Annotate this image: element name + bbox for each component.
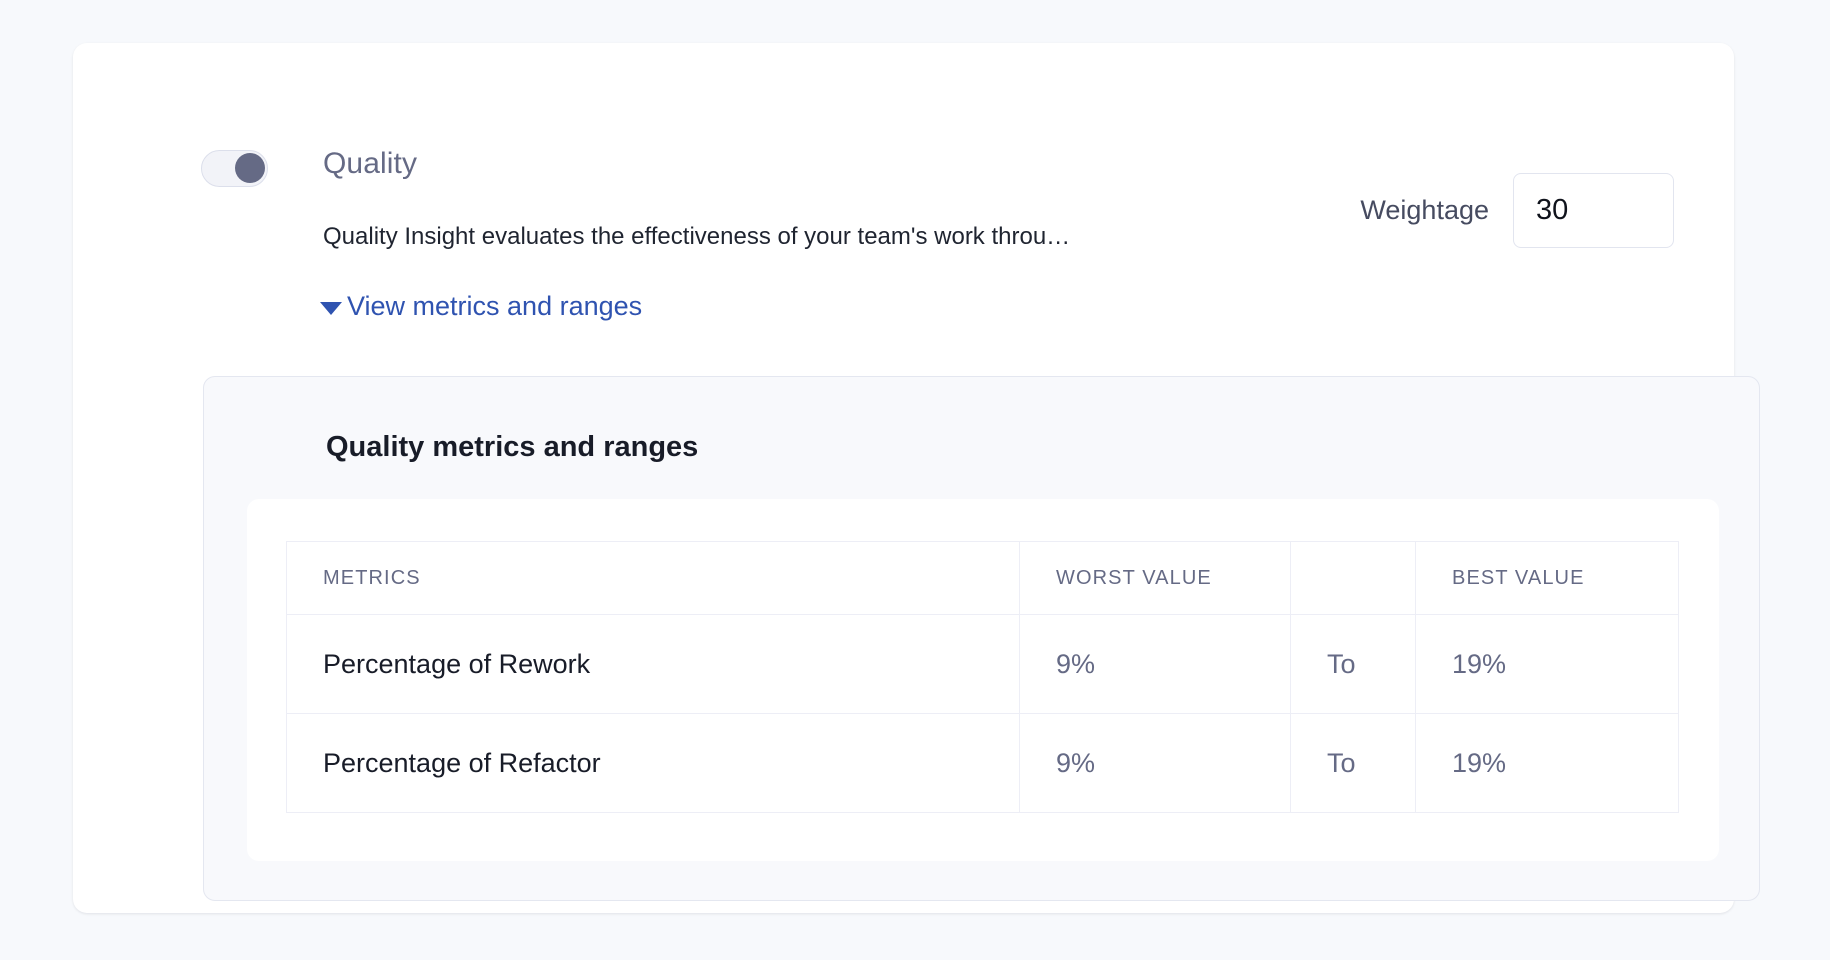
- view-metrics-link-label: View metrics and ranges: [347, 291, 643, 321]
- cell-worst-value: 9%: [1019, 614, 1291, 714]
- insight-title: Quality: [323, 147, 418, 180]
- view-metrics-and-ranges-link[interactable]: View metrics and ranges: [320, 291, 642, 322]
- cell-range-separator: To: [1290, 614, 1416, 714]
- cell-worst-value: 9%: [1019, 713, 1291, 813]
- metrics-and-ranges-panel: Quality metrics and ranges METRICS WORST…: [203, 376, 1760, 901]
- column-header-best-value: BEST VALUE: [1415, 541, 1679, 615]
- metrics-table: METRICS WORST VALUE BEST VALUE Percentag…: [286, 541, 1679, 813]
- weightage-input[interactable]: [1513, 173, 1674, 248]
- cell-metric-name: Percentage of Rework: [286, 614, 1020, 714]
- column-header-spacer: [1290, 541, 1416, 615]
- insight-description: Quality Insight evaluates the effectiven…: [323, 223, 1071, 250]
- column-header-worst-value: WORST VALUE: [1019, 541, 1291, 615]
- chevron-down-icon: [320, 301, 342, 315]
- cell-best-value: 19%: [1415, 614, 1679, 714]
- weightage-group: Weightage: [1360, 173, 1674, 248]
- table-row: Percentage of Rework 9% To 19%: [286, 614, 1679, 714]
- weightage-label: Weightage: [1360, 195, 1489, 225]
- quality-insight-card: Quality Quality Insight evaluates the ef…: [73, 43, 1760, 913]
- cell-metric-name: Percentage of Refactor: [286, 713, 1020, 813]
- cell-best-value: 19%: [1415, 713, 1679, 813]
- table-header-row: METRICS WORST VALUE BEST VALUE: [286, 541, 1679, 615]
- metrics-table-card: METRICS WORST VALUE BEST VALUE Percentag…: [247, 499, 1719, 861]
- insight-header-row: Quality Quality Insight evaluates the ef…: [73, 43, 1734, 250]
- quality-insight-toggle[interactable]: [201, 150, 268, 187]
- table-row: Percentage of Refactor 9% To 19%: [286, 713, 1679, 813]
- column-header-metrics: METRICS: [286, 541, 1020, 615]
- cell-range-separator: To: [1290, 713, 1416, 813]
- panel-title: Quality metrics and ranges: [326, 431, 699, 463]
- toggle-knob-icon: [235, 153, 265, 183]
